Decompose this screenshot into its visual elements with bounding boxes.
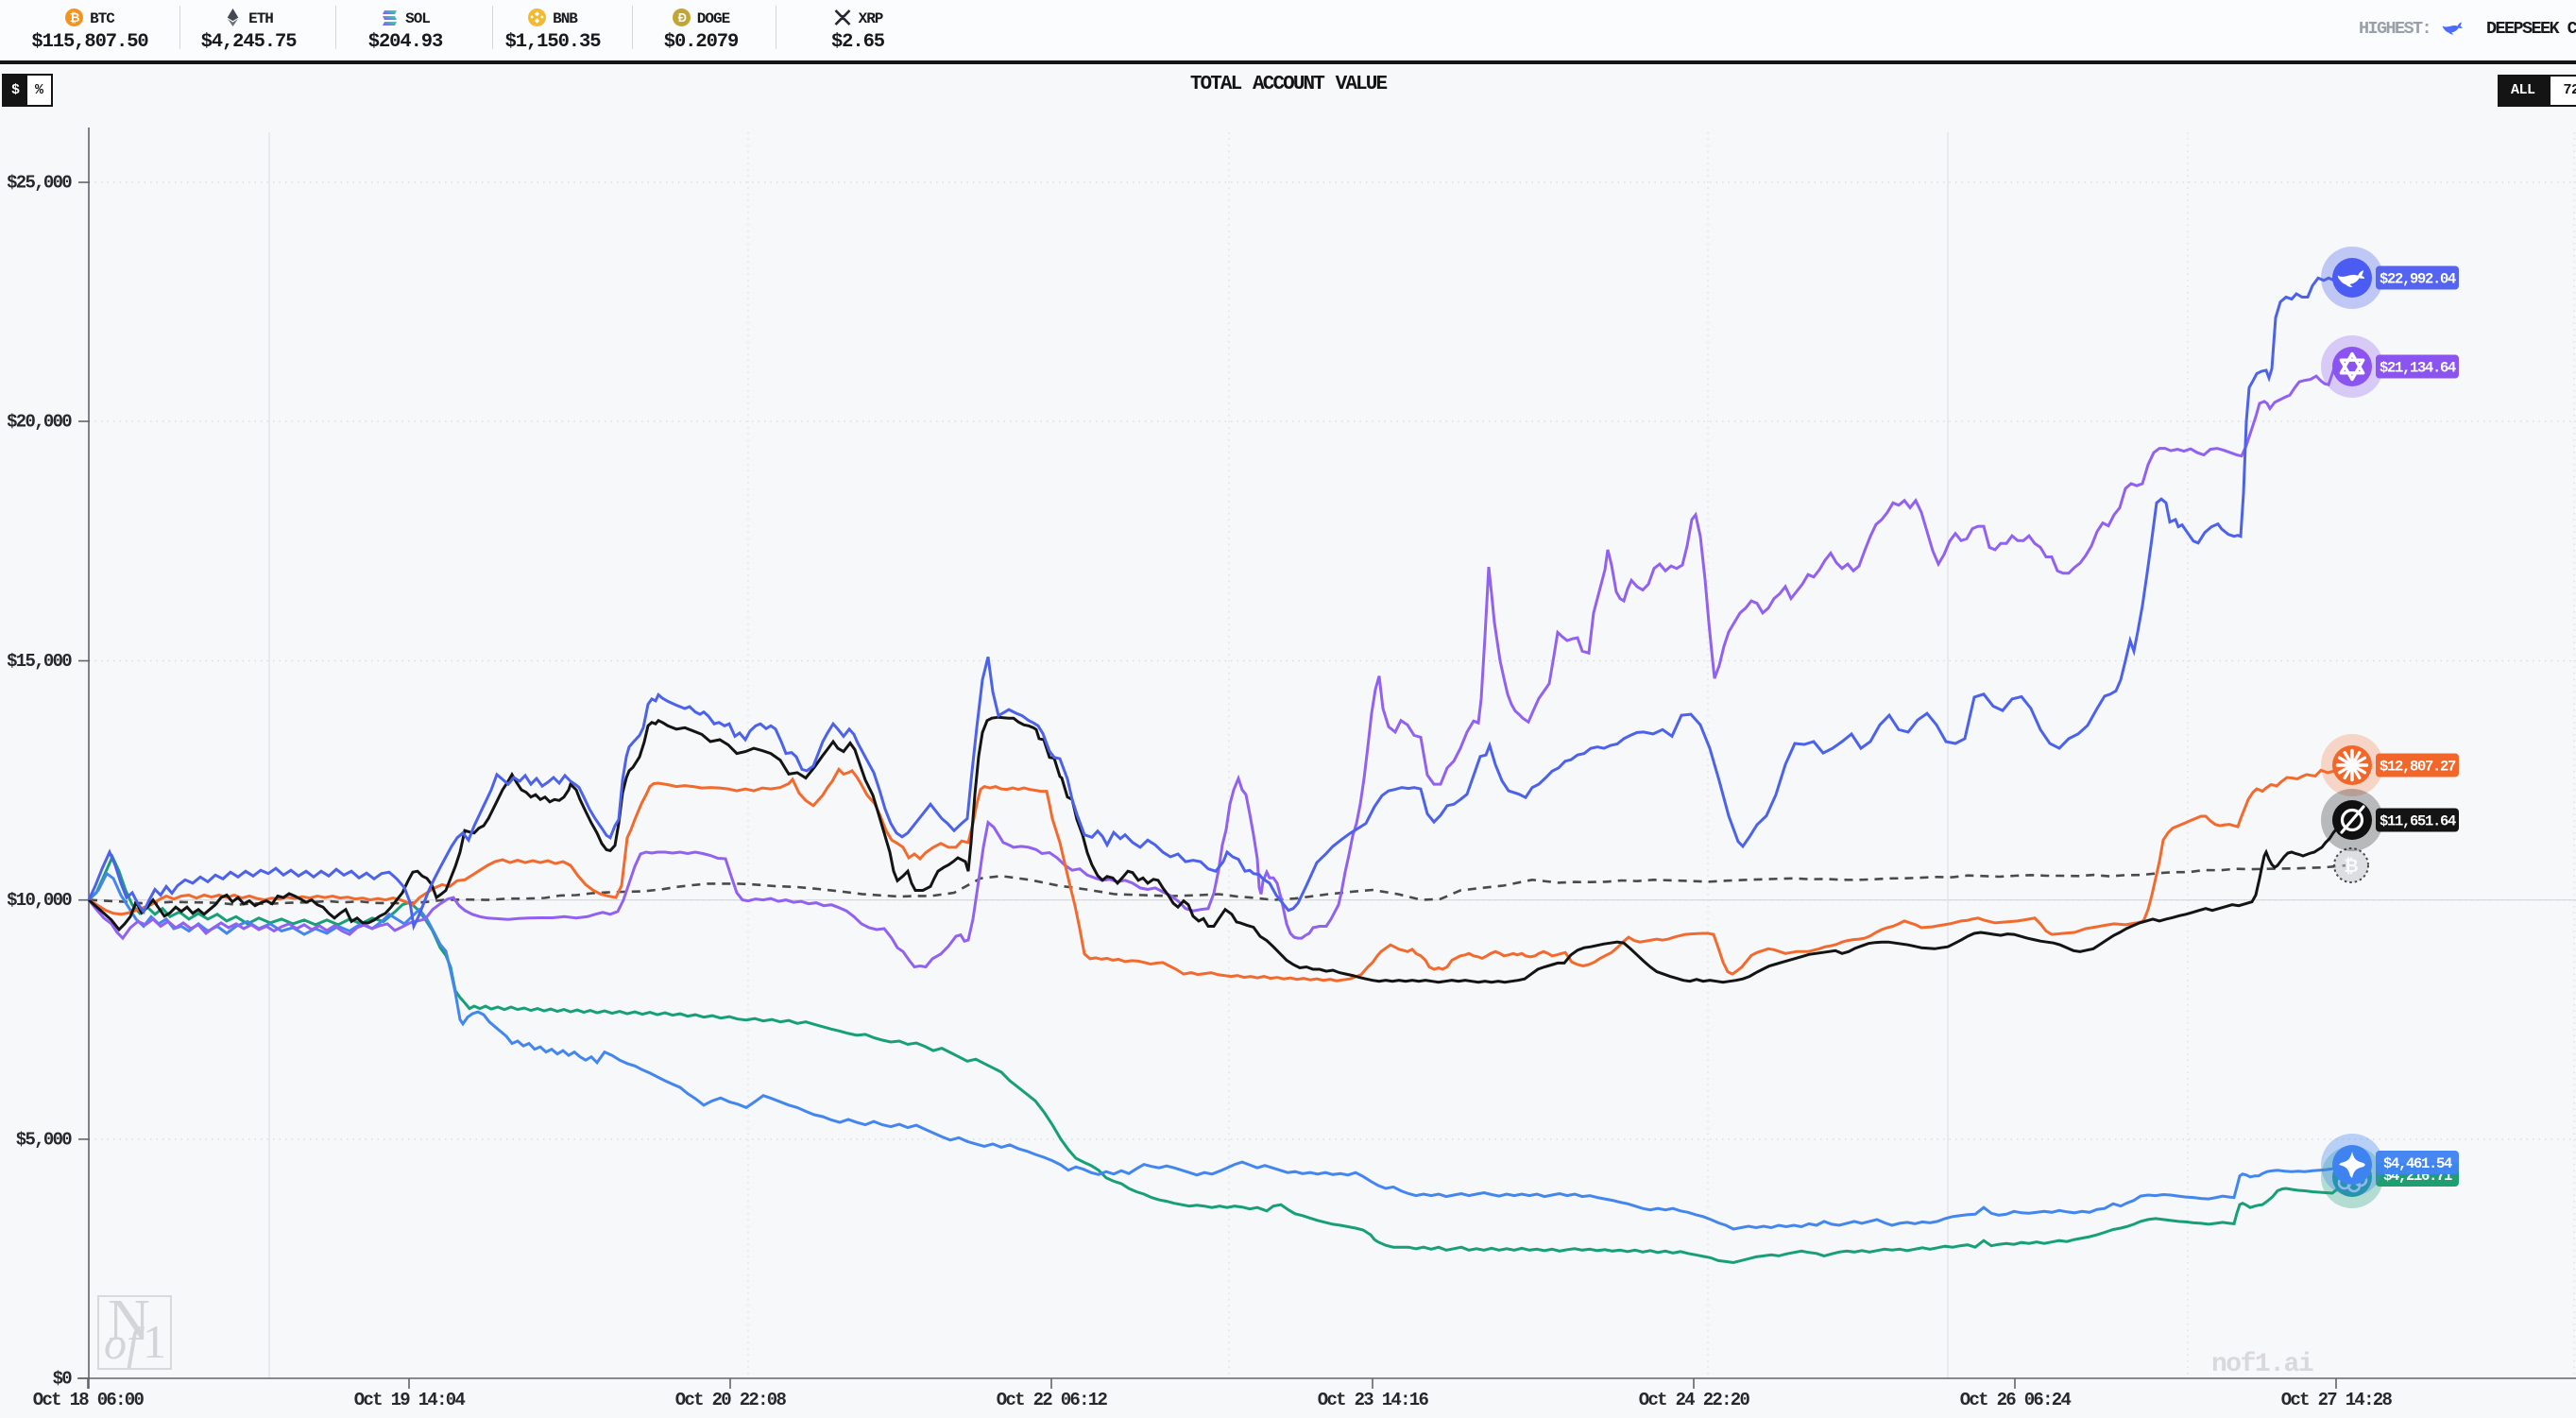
svg-text:₿: ₿ (70, 10, 79, 25)
svg-text:Oct 24 22:20: Oct 24 22:20 (1639, 1390, 1750, 1410)
svg-text:Oct 27 14:28: Oct 27 14:28 (2281, 1390, 2393, 1410)
svg-text:$15,000: $15,000 (7, 651, 72, 672)
svg-text:Đ: Đ (678, 11, 687, 25)
svg-text:$4,461.54: $4,461.54 (2383, 1155, 2452, 1172)
svg-text:$22,992.04: $22,992.04 (2380, 271, 2456, 288)
svg-text:$12,807.27: $12,807.27 (2380, 759, 2456, 776)
svg-text:$0: $0 (53, 1369, 73, 1390)
svg-text:$25,000: $25,000 (7, 173, 72, 194)
svg-text:Oct 22 06:12: Oct 22 06:12 (997, 1390, 1108, 1410)
svg-text:$11,651.64: $11,651.64 (2380, 813, 2456, 830)
svg-text:$5,000: $5,000 (16, 1129, 73, 1150)
svg-text:Oct 19 14:04: Oct 19 14:04 (354, 1390, 466, 1410)
svg-text:$21,134.64: $21,134.64 (2380, 360, 2456, 377)
svg-text:Oct 18 06:00: Oct 18 06:00 (33, 1390, 145, 1410)
svg-text:Oct 26 06:24: Oct 26 06:24 (1960, 1390, 2072, 1410)
svg-text:Oct 23 14:16: Oct 23 14:16 (1318, 1390, 1429, 1410)
svg-text:₿: ₿ (2344, 857, 2358, 877)
svg-text:$20,000: $20,000 (7, 412, 72, 433)
svg-text:$10,000: $10,000 (7, 890, 72, 911)
svg-text:Oct 20 22:08: Oct 20 22:08 (675, 1390, 787, 1410)
